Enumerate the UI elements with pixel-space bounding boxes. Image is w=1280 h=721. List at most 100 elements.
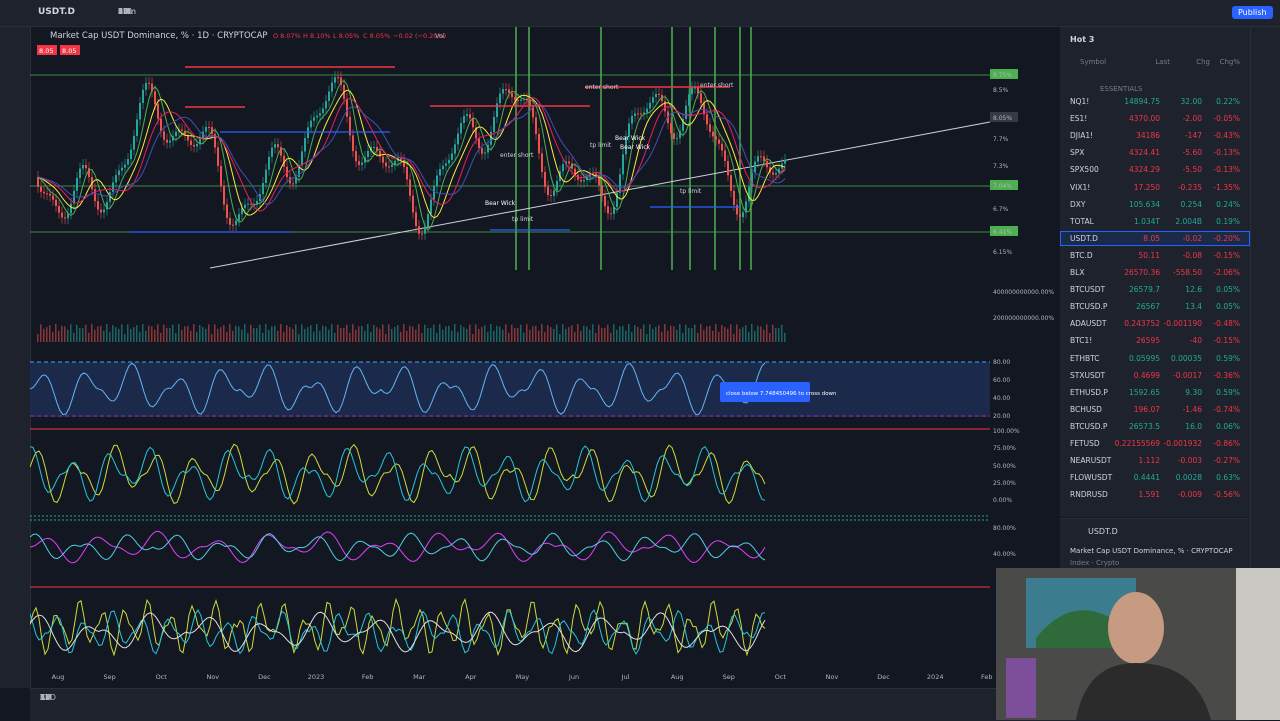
interval-button[interactable]: 3M xyxy=(118,7,130,16)
interval-button[interactable]: 3m xyxy=(118,7,131,16)
candle xyxy=(469,114,471,119)
symbol[interactable]: BLX xyxy=(1070,268,1085,277)
volume-bar xyxy=(58,330,60,342)
interval-button[interactable]: 2M xyxy=(118,7,130,16)
watchlist-title[interactable]: Hot 3 xyxy=(1070,35,1095,44)
interval-button[interactable]: 30m xyxy=(118,7,136,16)
candle xyxy=(727,161,729,176)
interval-button[interactable]: 10m xyxy=(118,7,136,16)
range-button[interactable]: 5D xyxy=(40,693,52,702)
candle xyxy=(481,148,483,154)
x-axis-label: Oct xyxy=(156,673,168,681)
symbol[interactable]: VIX1! xyxy=(1070,182,1091,192)
volume-bar xyxy=(781,324,783,342)
volume-bar xyxy=(331,324,333,342)
x-axis-label: Feb xyxy=(362,673,374,681)
interval-button[interactable]: 3h xyxy=(118,7,129,16)
symbol[interactable]: NEARUSDT xyxy=(1070,456,1112,466)
symbol[interactable]: FLOWUSDT xyxy=(1070,473,1113,483)
symbol[interactable]: SPX xyxy=(1070,148,1085,158)
publish-button[interactable]: Publish xyxy=(1232,6,1273,19)
candle xyxy=(406,167,408,180)
interval-button[interactable]: 2D xyxy=(118,7,130,16)
interval-button[interactable]: 2W xyxy=(118,7,131,16)
interval-button[interactable]: 6M xyxy=(118,7,130,16)
interval-button[interactable]: 1h xyxy=(118,7,129,16)
range-button[interactable]: 1M xyxy=(40,693,52,702)
candle xyxy=(106,201,108,210)
range-button[interactable]: All xyxy=(40,693,50,702)
symbol[interactable]: DJIA1! xyxy=(1070,131,1094,141)
candle xyxy=(61,212,63,218)
candle xyxy=(634,113,636,117)
volume-bar xyxy=(415,329,417,342)
interval-button[interactable]: 5D xyxy=(118,7,130,16)
volume-bar xyxy=(280,324,282,342)
column-header: Symbol xyxy=(1080,58,1107,66)
symbol[interactable]: BTCUSD.P xyxy=(1070,302,1108,312)
candle xyxy=(433,185,435,200)
volume-bar xyxy=(136,325,138,342)
symbol[interactable]: ADAUSDT xyxy=(1070,319,1107,329)
range-button[interactable]: YTD xyxy=(40,693,56,702)
symbol[interactable]: SPX500 xyxy=(1070,165,1099,175)
symbol-search[interactable]: USDT.D xyxy=(38,7,75,17)
symbol[interactable]: STXUSDT xyxy=(1070,370,1106,380)
symbol[interactable]: ES1! xyxy=(1070,114,1088,124)
candle xyxy=(286,166,288,178)
symbol[interactable]: BTC1! xyxy=(1070,336,1093,346)
symbol[interactable]: BTC.D xyxy=(1070,250,1093,260)
range-button[interactable]: 6M xyxy=(40,693,52,702)
volume-bar xyxy=(175,332,177,342)
interval-button[interactable]: 1m xyxy=(118,7,131,16)
candle xyxy=(67,213,69,219)
change-percent: -0.74% xyxy=(1213,404,1240,414)
interval-button[interactable]: 5m xyxy=(118,7,131,16)
symbol[interactable]: FETUSD xyxy=(1070,439,1100,448)
interval-button[interactable]: 30s xyxy=(118,7,133,16)
range-button[interactable]: 1Y xyxy=(40,693,50,702)
volume-bar xyxy=(88,332,90,342)
change: 16.0 xyxy=(1185,421,1202,431)
symbol[interactable]: DXY xyxy=(1070,199,1086,209)
interval-button[interactable]: 1M xyxy=(118,7,130,16)
interval-button[interactable]: 8h xyxy=(118,7,129,16)
interval-button[interactable]: 1D xyxy=(118,7,130,16)
interval-button[interactable]: 6h xyxy=(118,7,129,16)
volume-bar xyxy=(292,328,294,342)
volume-bar xyxy=(544,331,546,342)
ohlc-value: H 8.10% xyxy=(303,32,331,40)
symbol[interactable]: USDT.D xyxy=(1070,233,1098,243)
range-button[interactable]: 1D xyxy=(40,693,52,702)
interval-button[interactable]: 4h xyxy=(118,7,129,16)
interval-button[interactable]: 12h xyxy=(118,7,134,16)
change-percent: -0.48% xyxy=(1213,319,1240,329)
last: 14894.75 xyxy=(1124,97,1160,106)
interval-button[interactable]: 2h xyxy=(118,7,129,16)
symbol[interactable]: ETHBTC xyxy=(1070,353,1100,363)
change: -0.001932 xyxy=(1163,439,1203,448)
candle xyxy=(373,147,375,149)
interval-button[interactable]: 15m xyxy=(118,7,136,16)
candle xyxy=(619,174,621,193)
symbol[interactable]: TOTAL xyxy=(1070,216,1094,226)
volume-bar xyxy=(604,327,606,342)
symbol[interactable]: NQ1! xyxy=(1070,97,1090,106)
symbol[interactable]: BTCUSD.P xyxy=(1070,421,1108,431)
candle xyxy=(661,94,663,102)
symbol[interactable]: RNDRUSD xyxy=(1070,490,1108,500)
volume-bar xyxy=(736,324,738,342)
range-button[interactable]: 5Y xyxy=(40,693,50,702)
symbol[interactable]: BTCUSDT xyxy=(1070,285,1106,295)
range-button[interactable]: 3M xyxy=(40,693,52,702)
symbol[interactable]: BCHUSD xyxy=(1070,404,1102,414)
candle xyxy=(142,89,144,103)
interval-button[interactable]: 4D xyxy=(118,7,130,16)
interval-button[interactable]: 3D xyxy=(118,7,130,16)
change-percent: 0.22% xyxy=(1216,97,1240,106)
rsi-band xyxy=(30,362,990,417)
interval-button[interactable]: 3W xyxy=(118,7,131,16)
volume-bar xyxy=(673,326,675,342)
symbol[interactable]: ETHUSD.P xyxy=(1070,387,1108,397)
interval-button[interactable]: 1W xyxy=(118,7,131,16)
